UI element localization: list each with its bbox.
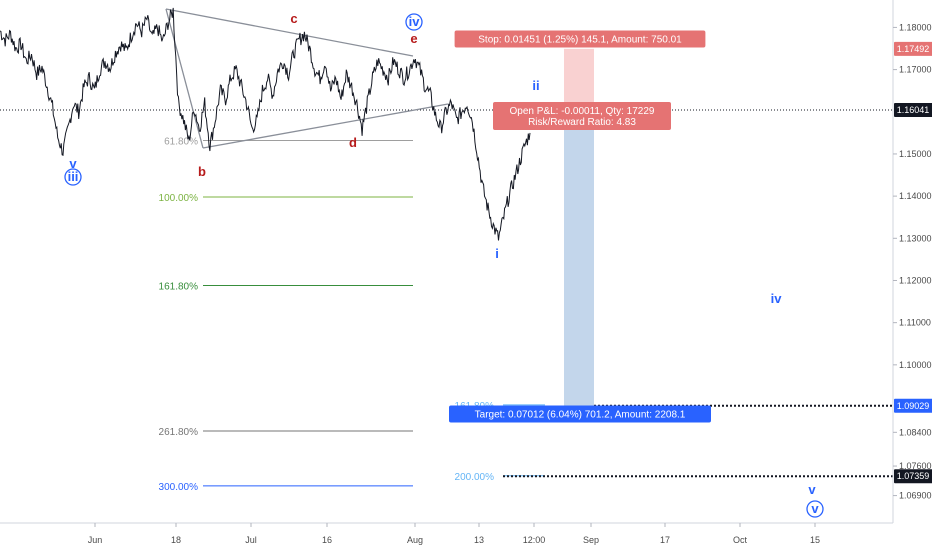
- wave-label: v: [808, 482, 816, 497]
- price-series: [0, 7, 531, 241]
- time-tick-label: Sep: [583, 535, 599, 545]
- pnl-info-text: Open P&L: -0.00011, Qty: 17229: [510, 106, 655, 117]
- stop-zone: [564, 48, 594, 111]
- pnl-info-text: Risk/Reward Ratio: 4.83: [528, 117, 636, 128]
- fib-level-label: 300.00%: [159, 482, 199, 493]
- price-tick-label: 1.18000: [899, 22, 932, 32]
- fib-level-label: 61.80%: [164, 136, 198, 147]
- triangle-pattern: [165, 8, 449, 149]
- wave-label: ii: [532, 78, 539, 93]
- target-info-bg: [449, 405, 711, 423]
- wave-label: c: [290, 11, 297, 26]
- time-tick-label: 18: [171, 535, 181, 545]
- wave-label: b: [198, 164, 206, 179]
- price-label-bg: [894, 398, 932, 413]
- time-tick-label: Jun: [88, 535, 103, 545]
- price-label-bg: [894, 41, 932, 56]
- time-tick-label: Oct: [733, 535, 748, 545]
- pnl-info-bg: [493, 102, 671, 130]
- price-axis[interactable]: 1.18000 1.17000 1.15000 1.14000 1.13000 1.120…: [892, 0, 932, 523]
- time-tick-label: Aug: [407, 535, 423, 545]
- price-line: [0, 7, 531, 241]
- wave-circle: [64, 168, 82, 186]
- price-label-text: 1.07359: [897, 471, 930, 481]
- fib-extension-levels: 61.80% 100.00% 161.80% 261.80% 300.00%: [159, 136, 413, 493]
- price-tick-label: 1.06900: [899, 491, 932, 501]
- position-info-labels: Stop: 0.01451 (1.25%) 145.1, Amount: 750…: [449, 30, 711, 423]
- price-label-bg: [894, 469, 932, 484]
- time-tick-label: Jul: [245, 535, 257, 545]
- wave-label: iii: [68, 169, 79, 184]
- fib-level-label: 100.00%: [159, 193, 199, 204]
- price-tick-label: 1.13000: [899, 233, 932, 243]
- price-label-text: 1.17492: [897, 44, 930, 54]
- price-tick-label: 1.07600: [899, 461, 932, 471]
- target-info-text: Target: 0.07012 (6.04%) 701.2, Amount: 2…: [475, 410, 686, 421]
- time-tick-label: 12:00: [523, 535, 546, 545]
- price-tick-label: 1.14000: [899, 191, 932, 201]
- time-tick-label: 17: [660, 535, 670, 545]
- price-label-text: 1.09029: [897, 401, 930, 411]
- price-label-text: 1.16041: [897, 105, 930, 115]
- time-tick-label: 13: [474, 535, 484, 545]
- time-tick-label: 15: [810, 535, 820, 545]
- price-tick-label: 1.08400: [899, 427, 932, 437]
- wave-label: e: [410, 31, 417, 46]
- triangle-left-line: [165, 8, 204, 149]
- target-zone: [564, 110, 594, 406]
- wave-label: i: [495, 246, 499, 261]
- short-position-tool[interactable]: [0, 48, 893, 478]
- wave-label: v: [811, 501, 819, 516]
- wave-label: iv: [771, 291, 783, 306]
- wave-circle: [806, 500, 824, 518]
- fib-level-label: 261.80%: [159, 427, 199, 438]
- fib-level-label: 200.00%: [455, 472, 495, 483]
- stop-info-bg: [454, 30, 706, 48]
- price-tick-label: 1.10000: [899, 360, 932, 370]
- price-axis-labels: 1.17492 1.16041 1.09029 1.07359: [894, 41, 932, 484]
- time-tick-label: 16: [322, 535, 332, 545]
- price-tick-label: 1.11000: [899, 318, 931, 328]
- price-tick-label: 1.17000: [899, 65, 932, 75]
- time-axis[interactable]: Jun 18 Jul 16 Aug 13 12:00 Sep 17 Oct 15: [0, 522, 893, 545]
- price-tick-label: 1.15000: [899, 149, 932, 159]
- wave-label: iv: [409, 14, 421, 29]
- stop-info-text: Stop: 0.01451 (1.25%) 145.1, Amount: 750…: [478, 35, 682, 46]
- wave-label: v: [69, 156, 77, 171]
- triangle-lower-line: [202, 103, 449, 149]
- wave-circle: [405, 13, 423, 31]
- fib-level-label: 161.80%: [159, 282, 199, 293]
- triangle-upper-line: [165, 8, 414, 57]
- price-label-bg: [894, 103, 932, 118]
- price-tick-label: 1.12000: [899, 275, 932, 285]
- wave-label: d: [349, 135, 357, 150]
